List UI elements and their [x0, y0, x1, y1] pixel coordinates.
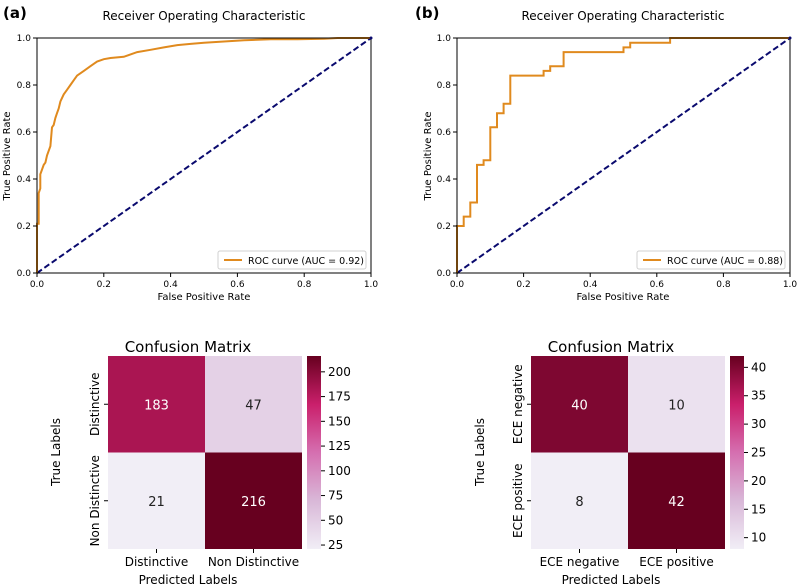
roc-legend-a: ROC curve (AUC = 0.92): [217, 250, 367, 270]
cm-xlabel-a: Predicted Labels: [139, 573, 238, 587]
cm-x-category: Non Distinctive: [208, 555, 299, 569]
cm-xlabel-b: Predicted Labels: [562, 573, 661, 587]
cm-cell-value: 47: [245, 398, 262, 413]
cm-cell: [531, 452, 628, 549]
colorbar-tick-label: 150: [328, 414, 351, 428]
colorbar-tick-label: 30: [751, 417, 766, 431]
cm-y-category: Distinctive: [88, 372, 102, 436]
cm-y-category: ECE positive: [511, 464, 525, 538]
x-tick-label: 0.6: [650, 280, 665, 290]
y-tick-label: 0.0: [17, 269, 32, 279]
cm-title-a: Confusion Matrix: [125, 338, 252, 356]
colorbar-tick-label: 100: [328, 464, 351, 478]
y-tick-label: 1.0: [437, 34, 452, 44]
roc-ylabel-a: True Positive Rate: [2, 111, 13, 201]
y-tick-label: 1.0: [17, 34, 32, 44]
panel-label-a: (a): [3, 4, 27, 22]
roc-xlabel-a: False Positive Rate: [158, 292, 251, 303]
cm-cell: [628, 356, 725, 453]
cm-y-category: ECE negative: [511, 364, 525, 444]
roc-legend-b: ROC curve (AUC = 0.88): [636, 250, 786, 270]
y-tick-label: 0.6: [17, 128, 32, 138]
colorbar-tick-label: 175: [328, 390, 351, 404]
cm-y-category: Non Distinctive: [88, 455, 102, 546]
colorbar-tick-label: 25: [751, 446, 766, 460]
confusion-matrix-b: Confusion Matrix 40 10 8 42 ECE negative ECE…: [473, 338, 766, 587]
roc-title-a: Receiver Operating Characteristic: [102, 9, 305, 23]
cm-cell-value: 10: [668, 398, 685, 413]
roc-chance-line-b: [456, 37, 791, 274]
panel-label-b: (b): [415, 4, 439, 22]
y-tick-label: 0.8: [437, 81, 452, 91]
colorbar-tick-label: 10: [751, 531, 766, 545]
x-tick-label: 0.2: [97, 280, 111, 290]
x-tick-label: 0.6: [230, 280, 245, 290]
x-tick-label: 0.0: [30, 280, 45, 290]
x-tick-label: 0.4: [583, 280, 598, 290]
colorbar-b: [730, 356, 744, 549]
cm-cell: [531, 356, 628, 453]
x-tick-label: 0.8: [297, 280, 312, 290]
colorbar-tick-label: 200: [328, 365, 351, 379]
y-tick-label: 0.4: [437, 175, 452, 185]
cm-cell: [108, 356, 205, 453]
colorbar-tick-label: 75: [328, 489, 343, 503]
cm-cell: [205, 452, 302, 549]
cm-x-category: ECE positive: [639, 555, 713, 569]
roc-chart-b: Receiver Operating Characteristic 0.0 0.2…: [423, 9, 797, 303]
x-tick-label: 0.8: [716, 280, 731, 290]
roc-xlabel-b: False Positive Rate: [577, 292, 670, 303]
colorbar-tick-label: 40: [751, 360, 766, 374]
x-tick-label: 1.0: [783, 280, 798, 290]
roc-chance-line-a: [36, 37, 372, 274]
roc-curve-a: [36, 37, 371, 273]
y-tick-label: 0.6: [437, 128, 452, 138]
roc-chart-a: Receiver Operating Characteristic 0.0 0.2…: [2, 9, 378, 303]
colorbar-tick-label: 25: [328, 538, 343, 552]
colorbar-tick-label: 125: [328, 439, 351, 453]
x-tick-label: 0.2: [516, 280, 530, 290]
colorbar-tick-label: 50: [328, 513, 343, 527]
colorbar-a: [307, 356, 321, 549]
cm-ylabel-b: True Labels: [473, 418, 487, 487]
cm-cell-value: 183: [144, 398, 169, 413]
cm-x-category: ECE negative: [540, 555, 620, 569]
x-tick-label: 1.0: [364, 280, 379, 290]
confusion-matrix-a: Confusion Matrix 183 47 21 216 Distinctive N…: [49, 338, 351, 587]
roc-title-b: Receiver Operating Characteristic: [521, 9, 724, 23]
roc-legend-text-b: ROC curve (AUC = 0.88): [667, 256, 783, 267]
cm-ylabel-a: True Labels: [49, 418, 63, 487]
roc-ylabel-b: True Positive Rate: [423, 111, 434, 201]
cm-cell: [628, 452, 725, 549]
cm-cell: [205, 356, 302, 453]
roc-axes-frame-b: [456, 37, 791, 274]
colorbar-tick-label: 20: [751, 474, 766, 488]
cm-cell-value: 42: [668, 495, 685, 510]
cm-cell-value: 216: [241, 495, 266, 510]
y-tick-label: 0.8: [17, 81, 32, 91]
roc-endpoint: [369, 36, 373, 40]
roc-curve-b: [456, 37, 790, 273]
roc-axes-frame-a: [36, 37, 372, 274]
x-tick-label: 0.0: [450, 280, 465, 290]
roc-legend-text-a: ROC curve (AUC = 0.92): [248, 256, 364, 267]
colorbar-tick-label: 35: [751, 389, 766, 403]
cm-cell-value: 21: [148, 495, 165, 510]
cm-title-b: Confusion Matrix: [548, 338, 675, 356]
cm-cell: [108, 452, 205, 549]
cm-cell-value: 8: [575, 495, 583, 510]
cm-cell-value: 40: [571, 398, 588, 413]
y-tick-label: 0.2: [17, 222, 31, 232]
y-tick-label: 0.0: [437, 269, 452, 279]
x-tick-label: 0.4: [163, 280, 178, 290]
colorbar-tick-label: 15: [751, 502, 766, 516]
cm-x-category: Distinctive: [125, 555, 189, 569]
y-tick-label: 0.4: [17, 175, 32, 185]
roc-endpoint: [788, 36, 792, 40]
y-tick-label: 0.2: [437, 222, 451, 232]
